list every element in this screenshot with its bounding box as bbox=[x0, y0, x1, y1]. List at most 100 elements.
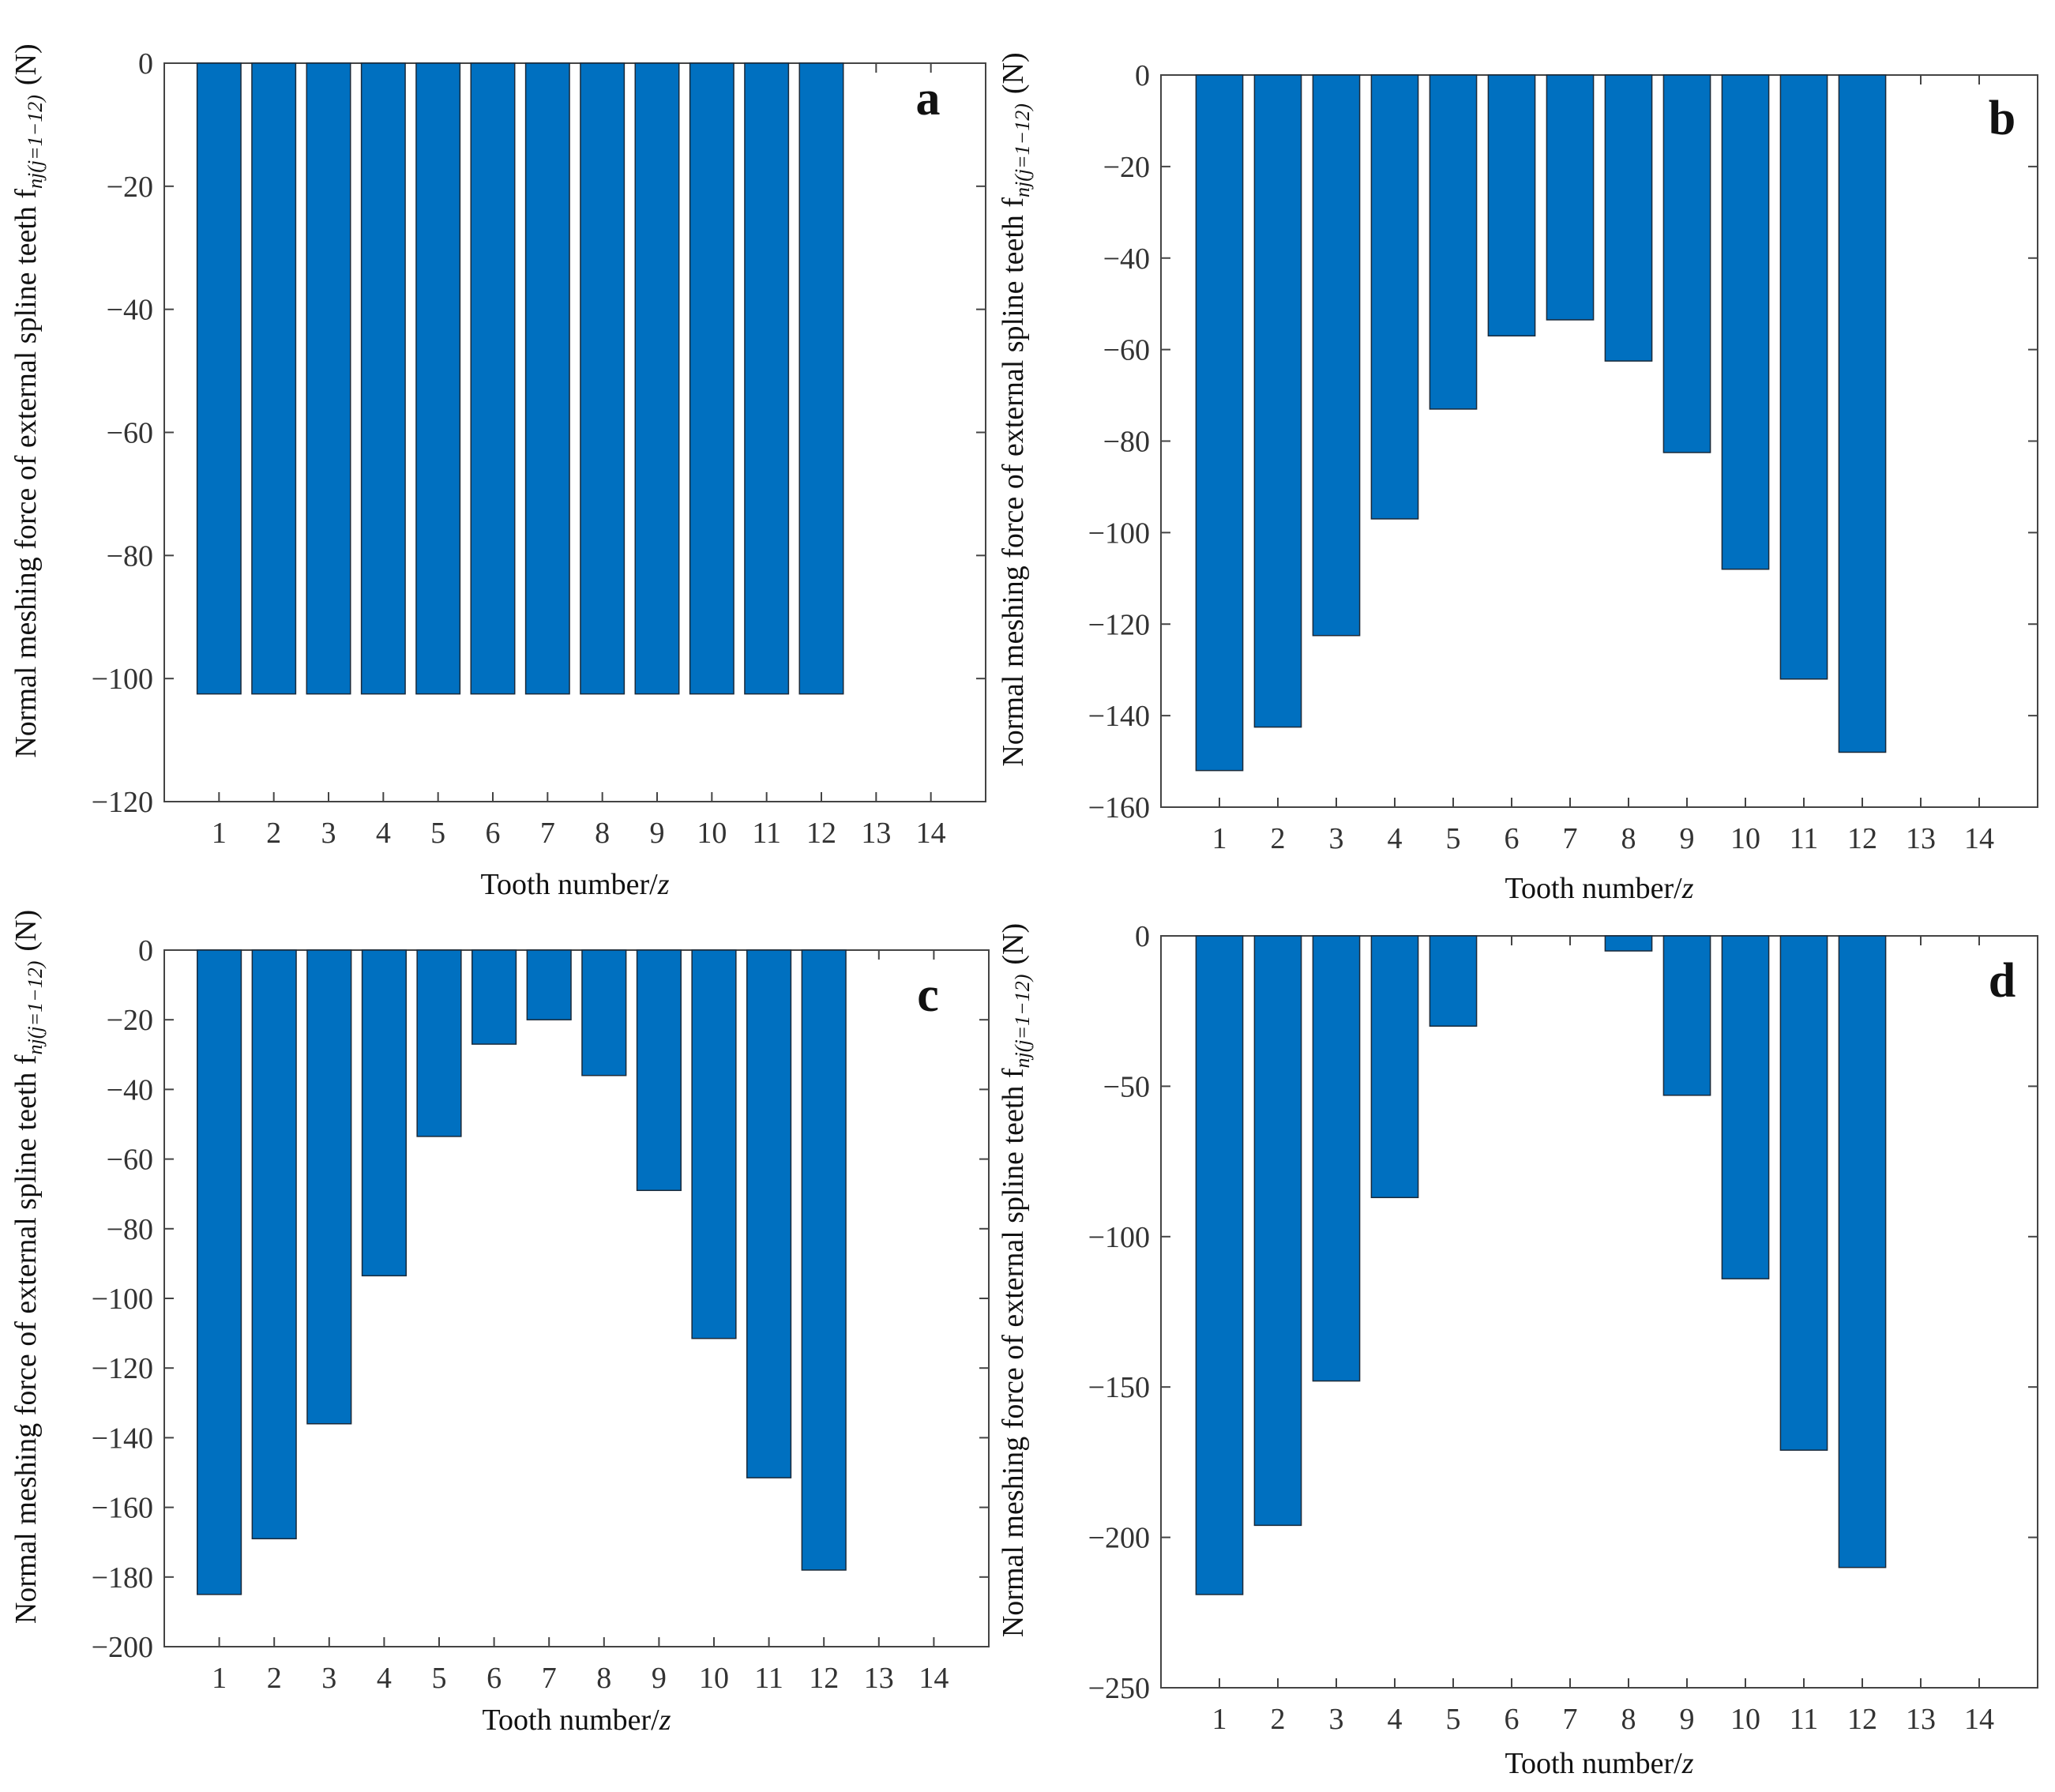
y-axis-label-unit: (N) bbox=[997, 52, 1030, 94]
x-axis-label-var: z bbox=[1681, 1747, 1694, 1780]
x-tick-label: 6 bbox=[486, 817, 501, 850]
y-axis-label-unit: (N) bbox=[9, 910, 43, 952]
y-axis-label: Normal meshing force of external spline … bbox=[9, 43, 47, 757]
x-tick-label: 9 bbox=[650, 817, 665, 850]
bar-tooth-8 bbox=[581, 949, 627, 1076]
y-axis-label: Normal meshing force of external spline … bbox=[9, 910, 47, 1624]
y-axis-label-subscript: nj(j=1−12) bbox=[24, 961, 47, 1055]
bar-tooth-6 bbox=[1487, 74, 1536, 336]
x-tick-label: 14 bbox=[919, 1662, 949, 1695]
x-tick-label: 4 bbox=[1388, 1703, 1403, 1736]
y-tick-label: −40 bbox=[107, 294, 153, 327]
y-tick-label: −120 bbox=[92, 1352, 153, 1385]
x-tick-label: 1 bbox=[212, 1662, 227, 1695]
bar-tooth-8 bbox=[580, 62, 626, 695]
x-tick-label: 10 bbox=[699, 1662, 729, 1695]
y-tick-label: −60 bbox=[107, 417, 153, 450]
x-tick-label: 6 bbox=[487, 1662, 502, 1695]
y-tick-label: −20 bbox=[1103, 151, 1150, 184]
bar-tooth-11 bbox=[1779, 74, 1828, 680]
y-tick-label: −20 bbox=[107, 171, 153, 204]
x-tick-label: 2 bbox=[267, 1662, 282, 1695]
x-tick-label: 13 bbox=[861, 817, 891, 850]
bar-tooth-12 bbox=[801, 949, 847, 1571]
x-tick-label: 12 bbox=[1847, 1703, 1877, 1736]
x-tick-label: 10 bbox=[697, 817, 727, 850]
x-tick-label: 1 bbox=[1212, 1703, 1227, 1736]
y-tick-label: −120 bbox=[92, 786, 153, 819]
x-tick-label: 9 bbox=[1680, 822, 1695, 855]
x-tick-label: 2 bbox=[266, 817, 281, 850]
bar-tooth-9 bbox=[1662, 74, 1711, 453]
bar-tooth-4 bbox=[360, 62, 406, 695]
bar-tooth-1 bbox=[1195, 935, 1244, 1595]
x-axis-label: Tooth number/z bbox=[482, 1704, 671, 1737]
bar-tooth-11 bbox=[1779, 935, 1828, 1451]
x-axis-label: Tooth number/z bbox=[480, 868, 669, 901]
y-axis-label-subscript: nj(j=1−12) bbox=[1011, 103, 1034, 197]
y-axis-label: Normal meshing force of external spline … bbox=[997, 52, 1034, 766]
x-axis-label-var: z bbox=[1681, 872, 1694, 905]
bar-tooth-5 bbox=[416, 949, 462, 1137]
x-axis-label-var: z bbox=[659, 1704, 671, 1737]
bar-tooth-12 bbox=[1838, 935, 1887, 1568]
bar-tooth-2 bbox=[1253, 935, 1302, 1527]
bar-tooth-2 bbox=[1253, 74, 1302, 728]
x-tick-label: 7 bbox=[1563, 822, 1578, 855]
bar-tooth-11 bbox=[746, 949, 792, 1478]
x-tick-label: 5 bbox=[1446, 1703, 1461, 1736]
panel-letter: d bbox=[1989, 954, 2016, 1008]
y-tick-label: 0 bbox=[1135, 59, 1150, 92]
bar-tooth-9 bbox=[636, 949, 682, 1192]
x-tick-label: 2 bbox=[1271, 822, 1286, 855]
x-tick-label: 1 bbox=[212, 817, 227, 850]
x-tick-label: 14 bbox=[1964, 1703, 1994, 1736]
y-tick-label: −140 bbox=[92, 1422, 153, 1455]
bar-tooth-7 bbox=[526, 949, 572, 1020]
x-tick-label: 6 bbox=[1505, 1703, 1520, 1736]
x-tick-label: 7 bbox=[542, 1662, 557, 1695]
x-tick-label: 13 bbox=[864, 1662, 894, 1695]
bar-tooth-3 bbox=[1312, 935, 1361, 1382]
y-axis-label-subscript: nj(j=1−12) bbox=[1011, 975, 1034, 1069]
x-tick-label: 11 bbox=[752, 817, 781, 850]
y-tick-label: −60 bbox=[107, 1144, 153, 1177]
x-tick-label: 12 bbox=[809, 1662, 839, 1695]
bar-tooth-6 bbox=[471, 949, 517, 1045]
bar-tooth-12 bbox=[1838, 74, 1887, 753]
panel-letter: a bbox=[916, 72, 941, 126]
y-tick-label: 0 bbox=[138, 934, 153, 967]
bar-tooth-1 bbox=[197, 949, 242, 1595]
x-tick-label: 4 bbox=[377, 1662, 392, 1695]
bar-tooth-3 bbox=[306, 62, 351, 695]
x-tick-label: 8 bbox=[1621, 822, 1636, 855]
y-tick-label: −200 bbox=[1088, 1522, 1150, 1555]
y-tick-label: −100 bbox=[92, 663, 153, 696]
x-tick-label: 9 bbox=[1680, 1703, 1695, 1736]
y-tick-label: −60 bbox=[1103, 334, 1150, 367]
y-axis-label-unit: (N) bbox=[997, 923, 1030, 965]
bar-tooth-10 bbox=[689, 62, 734, 695]
x-tick-label: 7 bbox=[540, 817, 555, 850]
y-tick-label: −50 bbox=[1103, 1070, 1150, 1103]
y-tick-label: −80 bbox=[107, 1213, 153, 1246]
bar-tooth-1 bbox=[1195, 74, 1244, 772]
x-tick-label: 5 bbox=[432, 1662, 447, 1695]
x-axis-label-var: z bbox=[657, 868, 670, 901]
x-tick-label: 4 bbox=[1388, 822, 1403, 855]
bar-tooth-4 bbox=[361, 949, 407, 1277]
panel-letter: c bbox=[917, 968, 939, 1022]
plot-frame bbox=[1160, 935, 2038, 1689]
x-axis-label: Tooth number/z bbox=[1505, 872, 1693, 905]
y-tick-label: −80 bbox=[1103, 426, 1150, 459]
y-axis-label-unit: (N) bbox=[9, 43, 43, 85]
bar-tooth-6 bbox=[470, 62, 516, 695]
y-tick-label: 0 bbox=[138, 47, 153, 81]
panel-letter: b bbox=[1989, 92, 2016, 145]
bar-tooth-3 bbox=[1312, 74, 1361, 637]
bar-tooth-9 bbox=[1662, 935, 1711, 1096]
x-tick-label: 14 bbox=[916, 817, 946, 850]
